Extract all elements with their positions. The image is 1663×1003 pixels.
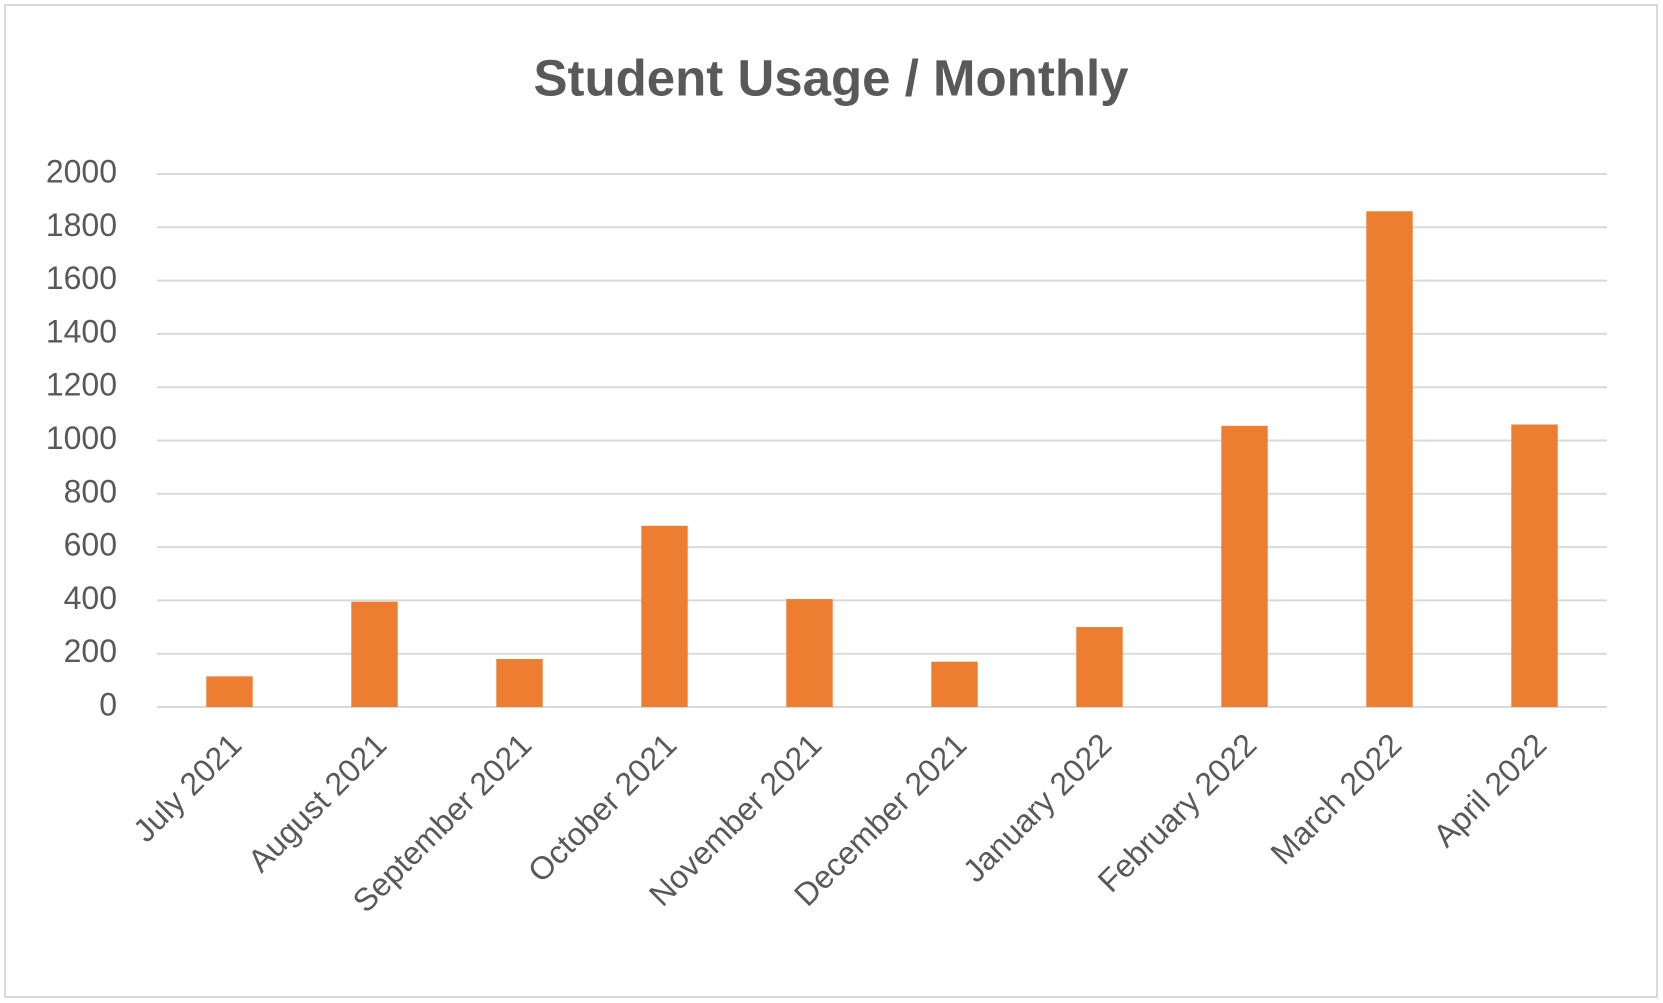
y-tick-label: 800 [64,473,117,509]
y-tick-label: 1200 [46,367,117,403]
chart-title: Student Usage / Monthly [533,49,1129,106]
bar [1221,425,1268,707]
bar [786,599,833,707]
y-tick-label: 0 [99,686,117,722]
bar [1366,211,1413,707]
y-tick-label: 400 [64,580,117,616]
bar [931,661,978,707]
y-tick-label: 2000 [46,153,117,189]
y-tick-label: 1800 [46,207,117,243]
bar [1511,424,1558,707]
y-tick-label: 1000 [46,420,117,456]
bar [496,659,543,707]
y-tick-label: 200 [64,633,117,669]
bar [641,525,688,707]
y-tick-label: 1400 [46,313,117,349]
y-tick-label: 600 [64,527,117,563]
bar [206,676,253,707]
bar [1076,627,1123,707]
bar [351,601,398,707]
y-tick-label: 1600 [46,260,117,296]
